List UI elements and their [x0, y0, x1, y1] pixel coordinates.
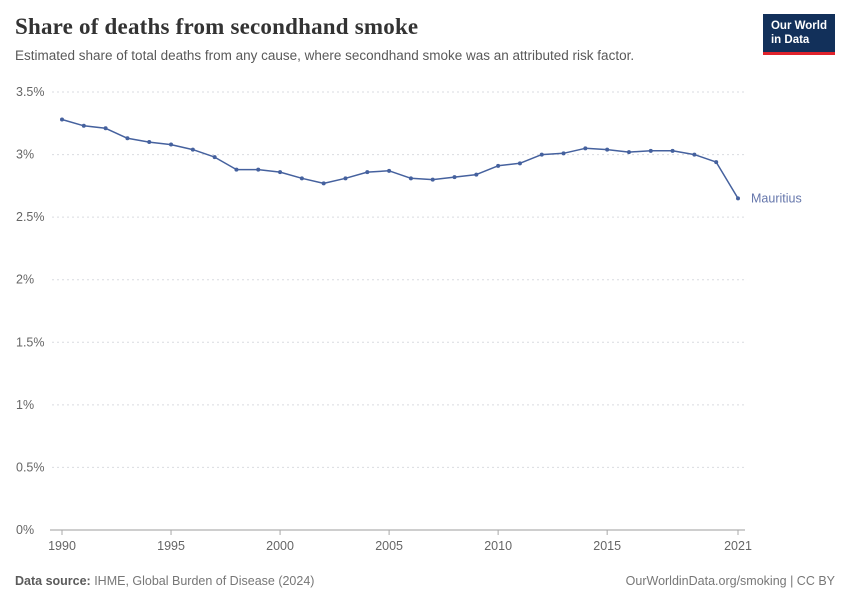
data-point[interactable]	[169, 142, 174, 147]
y-tick-label: 0%	[16, 523, 34, 537]
y-tick-label: 1.5%	[16, 335, 45, 349]
data-point[interactable]	[430, 177, 435, 182]
line-chart: 0% 0.5% 1% 1.5% 2% 2.5% 3% 3.5% 1990 1995 2000 2005…	[16, 85, 802, 553]
owid-logo[interactable]: Our World in Data	[762, 14, 835, 55]
data-point[interactable]	[212, 155, 217, 160]
data-point[interactable]	[147, 140, 152, 145]
data-point[interactable]	[365, 170, 370, 175]
footer-links[interactable]: OurWorldinData.org/smoking | CC BY	[626, 574, 835, 588]
data-point[interactable]	[387, 168, 392, 173]
y-tick-label: 3.5%	[16, 85, 45, 99]
data-point[interactable]	[278, 170, 283, 175]
data-point[interactable]	[626, 150, 631, 155]
data-point[interactable]	[474, 172, 479, 177]
y-tick-label: 2.5%	[16, 210, 45, 224]
data-point[interactable]	[517, 161, 522, 166]
data-point[interactable]	[452, 175, 457, 180]
data-point[interactable]	[299, 176, 304, 181]
owid-logo-line2: in Data	[770, 34, 810, 47]
data-point[interactable]	[670, 148, 675, 153]
y-tick-label: 0.5%	[16, 460, 45, 474]
data-point[interactable]	[648, 148, 653, 153]
y-tick-label: 3%	[16, 148, 34, 162]
data-point[interactable]	[256, 167, 261, 172]
data-point[interactable]	[60, 117, 64, 122]
data-point[interactable]	[234, 167, 239, 172]
data-point[interactable]	[103, 126, 108, 131]
series-line	[61, 118, 739, 199]
x-tick-label: 1990	[48, 539, 76, 553]
footer-link-text: OurWorldinData.org/smoking | CC BY	[625, 574, 835, 588]
data-point[interactable]	[321, 181, 326, 186]
x-tick-label: 2015	[593, 539, 621, 553]
page-subtitle: Estimated share of total deaths from any…	[15, 48, 635, 63]
data-point[interactable]	[714, 160, 719, 165]
x-tick-label: 2000	[266, 539, 294, 553]
data-point[interactable]	[561, 151, 566, 156]
data-point[interactable]	[125, 136, 130, 141]
y-tick-label: 1%	[16, 398, 34, 412]
data-point[interactable]	[692, 152, 697, 157]
x-tick-label: 2005	[375, 539, 403, 553]
data-point[interactable]	[190, 147, 195, 152]
y-tick-label: 2%	[16, 273, 34, 287]
x-tick-label: 1995	[157, 539, 185, 553]
data-source: Data source: IHME, Global Burden of Dise…	[15, 574, 314, 588]
data-point[interactable]	[81, 123, 86, 128]
data-point[interactable]	[539, 152, 544, 157]
data-point[interactable]	[343, 176, 348, 181]
data-point[interactable]	[583, 146, 588, 151]
owid-logo-line1: Our World	[770, 20, 827, 32]
chart-footer: Data source: IHME, Global Burden of Dise…	[15, 574, 835, 588]
page-title: Share of deaths from secondhand smoke	[15, 14, 419, 39]
data-point[interactable]	[605, 147, 610, 152]
x-tick-label: 2021	[724, 539, 752, 553]
series-end-label[interactable]: Mauritius	[751, 191, 802, 205]
chart-header: Share of deaths from secondhand smoke Es…	[15, 14, 835, 63]
data-point[interactable]	[408, 176, 413, 181]
data-source-text: IHME, Global Burden of Disease (2024)	[90, 574, 315, 588]
x-tick-label: 2010	[484, 539, 512, 553]
data-source-label: Data source:	[15, 574, 91, 588]
data-point[interactable]	[496, 163, 501, 168]
data-point[interactable]	[736, 196, 740, 201]
